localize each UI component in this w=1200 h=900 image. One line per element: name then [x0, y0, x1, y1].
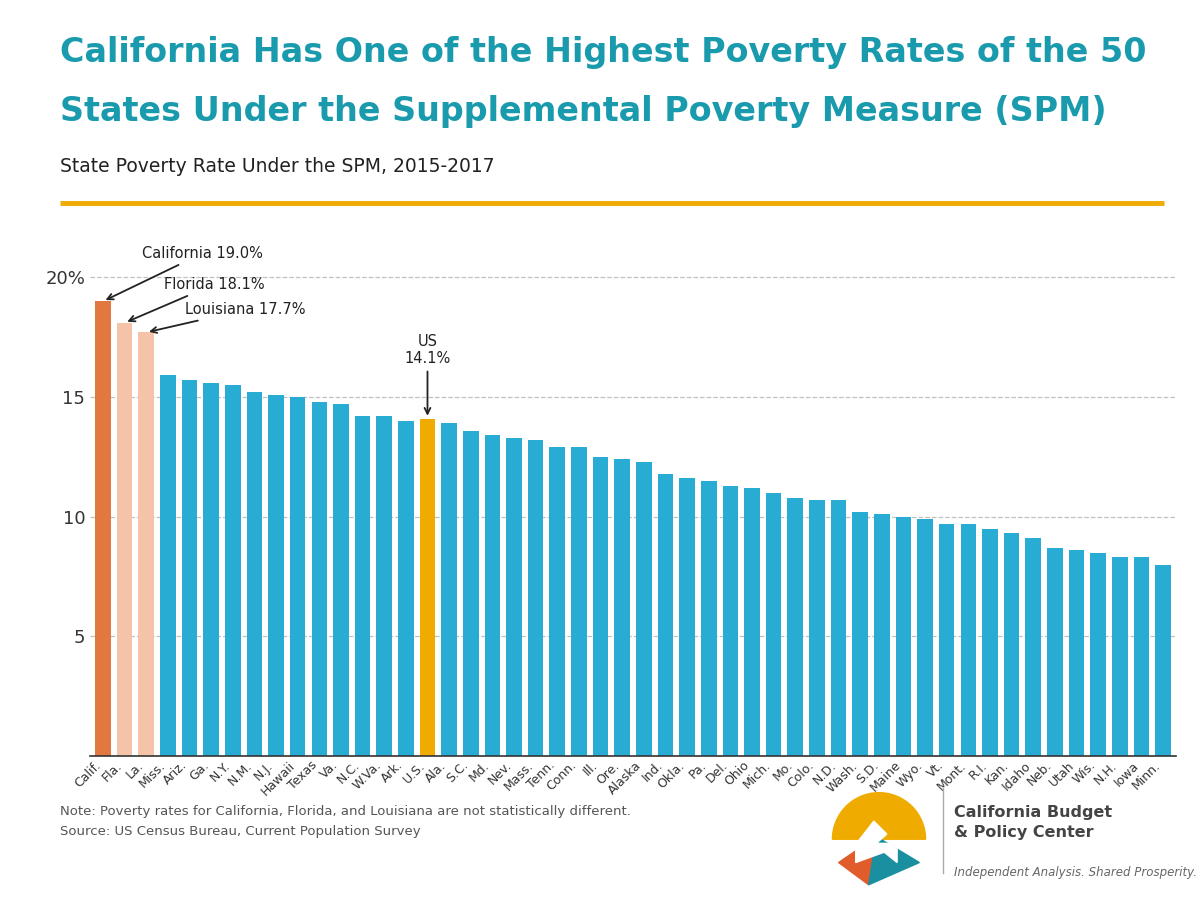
Bar	[1026, 538, 1042, 756]
Bar	[982, 528, 997, 756]
Bar	[571, 447, 587, 756]
Bar	[290, 397, 306, 756]
Bar	[679, 479, 695, 756]
Bar	[116, 323, 132, 756]
Bar	[701, 481, 716, 756]
Bar	[852, 512, 868, 756]
Bar	[355, 416, 371, 756]
Bar	[181, 381, 197, 756]
Bar	[614, 459, 630, 756]
Bar	[1069, 550, 1085, 756]
Text: California Has One of the Highest Poverty Rates of the 50: California Has One of the Highest Povert…	[60, 36, 1146, 69]
Bar	[1091, 553, 1106, 756]
Bar	[334, 404, 349, 756]
Bar	[377, 416, 392, 756]
Bar	[809, 500, 824, 756]
Bar	[312, 401, 328, 756]
Bar	[203, 382, 218, 756]
Bar	[874, 514, 889, 756]
Wedge shape	[833, 793, 925, 839]
Bar	[830, 500, 846, 756]
Bar	[1048, 548, 1063, 756]
Bar	[1003, 534, 1019, 756]
Bar	[485, 436, 500, 756]
Bar	[938, 524, 954, 756]
Bar	[528, 440, 544, 756]
Text: US
14.1%: US 14.1%	[404, 334, 451, 414]
Polygon shape	[839, 837, 876, 885]
Bar	[138, 332, 154, 756]
Bar	[1156, 564, 1171, 756]
Bar	[1112, 557, 1128, 756]
Bar	[787, 498, 803, 756]
Bar	[442, 423, 457, 756]
Bar	[917, 519, 932, 756]
Polygon shape	[856, 821, 898, 862]
Bar	[722, 486, 738, 756]
Bar	[95, 302, 110, 756]
Bar	[224, 385, 240, 756]
Bar	[398, 421, 414, 756]
Bar	[1134, 557, 1150, 756]
Polygon shape	[869, 837, 919, 885]
Bar	[593, 457, 608, 756]
Bar	[247, 392, 263, 756]
Text: Note: Poverty rates for California, Florida, and Louisiana are not statistically: Note: Poverty rates for California, Flor…	[60, 806, 631, 838]
Bar	[506, 437, 522, 756]
Text: Louisiana 17.7%: Louisiana 17.7%	[151, 302, 306, 333]
Bar	[766, 493, 781, 756]
Text: California 19.0%: California 19.0%	[107, 246, 263, 300]
Bar	[420, 418, 436, 756]
Bar	[269, 394, 284, 756]
Text: States Under the Supplemental Poverty Measure (SPM): States Under the Supplemental Poverty Me…	[60, 94, 1106, 128]
Text: Independent Analysis. Shared Prosperity.: Independent Analysis. Shared Prosperity.	[954, 866, 1198, 878]
Bar	[463, 430, 479, 756]
Text: Florida 18.1%: Florida 18.1%	[130, 277, 264, 321]
Bar	[658, 473, 673, 756]
Text: State Poverty Rate Under the SPM, 2015-2017: State Poverty Rate Under the SPM, 2015-2…	[60, 158, 494, 176]
Text: California Budget
& Policy Center: California Budget & Policy Center	[954, 806, 1112, 841]
Bar	[895, 517, 911, 756]
Bar	[160, 375, 175, 756]
Bar	[550, 447, 565, 756]
Bar	[744, 488, 760, 756]
Bar	[636, 462, 652, 756]
Bar	[960, 524, 976, 756]
